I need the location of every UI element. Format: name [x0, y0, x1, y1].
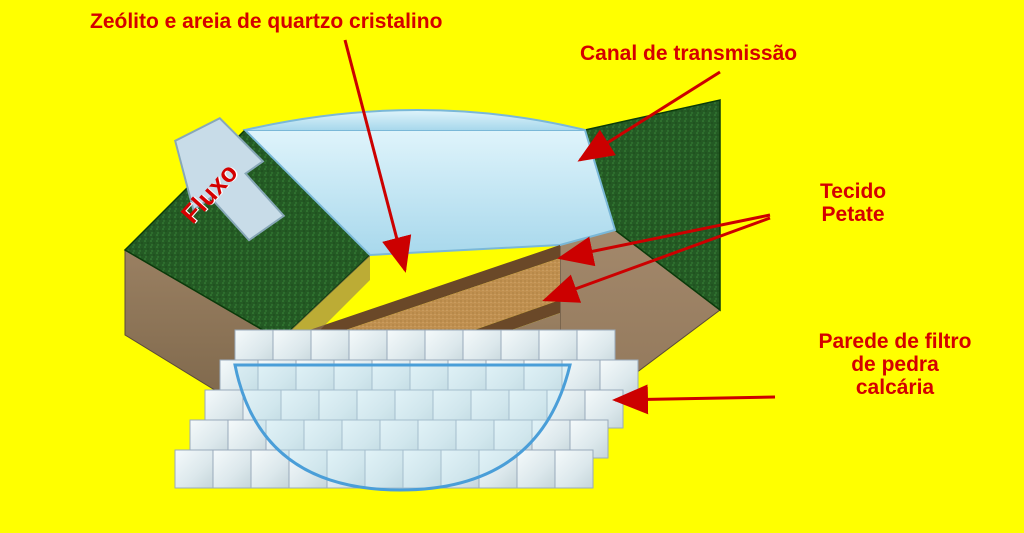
label-channel: Canal de transmissão	[580, 42, 797, 65]
label-zeolite: Zeólito e areia de quartzo cristalino	[90, 10, 442, 33]
label-petate: TecidoPetate	[820, 180, 886, 226]
label-limestone: Parede de filtrode pedracalcária	[790, 330, 1000, 399]
filtration-diagram	[0, 0, 1024, 533]
